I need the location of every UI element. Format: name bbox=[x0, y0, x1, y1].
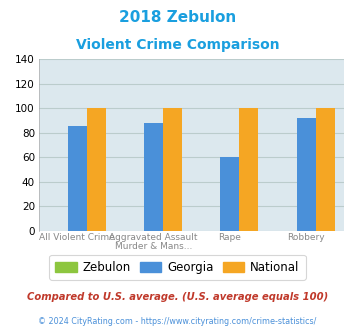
Text: All Violent Crime: All Violent Crime bbox=[39, 233, 115, 242]
Bar bbox=[220, 157, 239, 231]
Text: Rape: Rape bbox=[218, 233, 241, 242]
Text: Robbery: Robbery bbox=[288, 233, 325, 242]
Bar bbox=[163, 109, 182, 231]
Bar bbox=[144, 123, 163, 231]
Text: Compared to U.S. average. (U.S. average equals 100): Compared to U.S. average. (U.S. average … bbox=[27, 292, 328, 302]
Text: Murder & Mans...: Murder & Mans... bbox=[115, 242, 192, 251]
Bar bbox=[297, 118, 316, 231]
Bar bbox=[87, 109, 106, 231]
Text: © 2024 CityRating.com - https://www.cityrating.com/crime-statistics/: © 2024 CityRating.com - https://www.city… bbox=[38, 317, 317, 326]
Bar bbox=[239, 109, 258, 231]
Bar bbox=[316, 109, 335, 231]
Text: Violent Crime Comparison: Violent Crime Comparison bbox=[76, 38, 279, 52]
Legend: Zebulon, Georgia, National: Zebulon, Georgia, National bbox=[49, 255, 306, 280]
Bar bbox=[68, 126, 87, 231]
Text: 2018 Zebulon: 2018 Zebulon bbox=[119, 10, 236, 25]
Text: Aggravated Assault: Aggravated Assault bbox=[109, 233, 198, 242]
